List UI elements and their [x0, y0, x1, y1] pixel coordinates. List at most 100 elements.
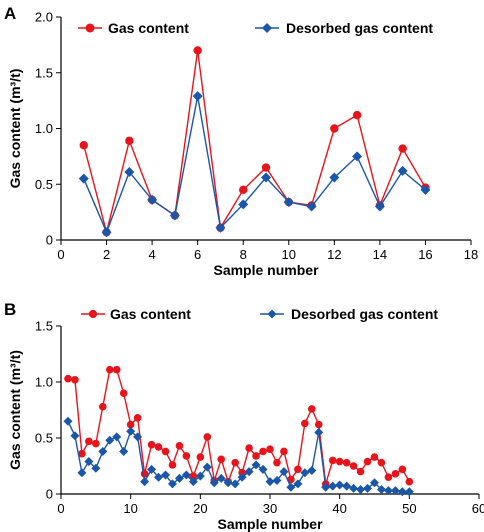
data-point [133, 414, 142, 422]
x-tick-label: 14 [373, 247, 387, 262]
data-point [397, 487, 407, 497]
data-point [376, 485, 386, 495]
data-point [314, 420, 323, 429]
data-point [189, 472, 198, 480]
data-point [261, 163, 271, 172]
x-tick-label: 2 [103, 247, 110, 262]
data-point [314, 427, 324, 437]
data-point [363, 483, 373, 493]
data-point [168, 461, 177, 469]
data-point [79, 141, 88, 150]
data-point [216, 473, 226, 483]
data-point [321, 482, 331, 492]
y-tick-label: 1.0 [35, 375, 53, 390]
series-desorbed-gas-content [78, 91, 431, 238]
data-point [328, 481, 338, 491]
y-tick-label: 1.5 [35, 319, 53, 334]
data-point [196, 453, 205, 461]
data-point [342, 458, 351, 467]
data-point [126, 420, 135, 429]
data-point [342, 481, 352, 491]
data-point [175, 442, 184, 450]
x-tick-label: 16 [418, 247, 432, 262]
data-point [174, 473, 184, 483]
data-point [238, 199, 249, 210]
data-point [251, 460, 261, 470]
y-tick-label: 0 [46, 233, 53, 248]
data-point [308, 405, 316, 413]
data-point [272, 476, 282, 486]
data-point [182, 452, 191, 460]
data-point [245, 444, 253, 452]
legend-marker [267, 309, 277, 319]
data-point [112, 365, 121, 374]
data-point [188, 477, 198, 487]
y-tick-label: 0.5 [35, 177, 53, 192]
data-point [239, 185, 248, 195]
data-point [223, 478, 233, 488]
data-point [283, 197, 294, 208]
data-point [279, 467, 289, 477]
data-point [370, 453, 379, 461]
data-point [230, 479, 240, 489]
data-point [99, 402, 107, 411]
data-point [119, 446, 129, 456]
data-point [140, 477, 150, 487]
data-point [261, 172, 271, 183]
data-point [154, 472, 164, 482]
x-tick-label: 12 [327, 247, 341, 262]
x-tick-label: 60 [472, 501, 484, 516]
data-point [161, 470, 170, 480]
data-point [370, 478, 379, 488]
series-line [67, 420, 410, 493]
data-point [293, 479, 303, 489]
data-point [126, 426, 136, 436]
data-point [169, 210, 180, 221]
data-point [356, 467, 365, 476]
data-point [195, 471, 205, 481]
x-tick-label: 8 [240, 247, 247, 262]
data-point [147, 194, 158, 205]
data-point [147, 464, 157, 474]
data-point [398, 144, 407, 153]
data-point [209, 478, 219, 488]
data-point [266, 445, 274, 454]
y-axis-title: Gas content (m³/t) [7, 350, 23, 470]
data-point [300, 468, 310, 478]
x-tick-label: 10 [123, 501, 137, 516]
panel-b: B 0 0.5 1.0 1.5 0 10 20 30 40 50 60 Sample number Ga… [4, 300, 484, 532]
data-point [244, 467, 254, 477]
data-point [78, 173, 89, 184]
data-point [301, 419, 309, 428]
data-point [352, 151, 363, 162]
data-point [397, 165, 408, 176]
data-point [215, 222, 226, 233]
data-point [273, 458, 281, 467]
data-point [161, 447, 170, 456]
data-point [125, 136, 134, 145]
data-point [306, 201, 317, 212]
data-point [330, 124, 339, 133]
data-point [294, 465, 302, 474]
legend-label: Gas content [110, 306, 191, 322]
data-point [404, 487, 414, 497]
panel-a: A 0 0.5 1.0 1.5 2.0 0 2 4 6 8 10 12 14 16 18 Sample num… [4, 4, 478, 278]
data-point [384, 473, 393, 482]
data-point [84, 457, 94, 467]
panel-b-letter: B [4, 300, 16, 319]
x-tick-label: 18 [464, 247, 478, 262]
legend-marker [85, 23, 95, 33]
data-point [349, 462, 358, 470]
series-desorbed-gas-content [63, 416, 414, 497]
series-line [67, 368, 410, 485]
data-point [335, 457, 344, 466]
legend-label: Gas content [108, 20, 189, 36]
data-point [390, 486, 400, 496]
data-point [374, 201, 385, 212]
data-point [105, 435, 115, 445]
data-point [92, 439, 100, 448]
data-point [363, 457, 372, 466]
data-point [217, 455, 226, 464]
data-point [77, 468, 87, 478]
data-point [91, 463, 101, 473]
